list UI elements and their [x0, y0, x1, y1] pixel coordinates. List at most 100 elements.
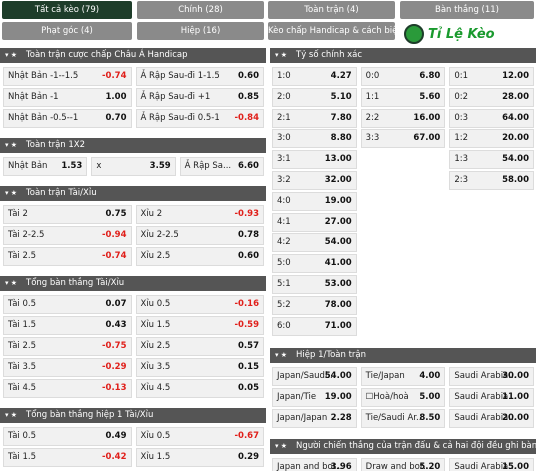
odds-cell[interactable]: Ả Rập Sau-đi 0.5-1 -0.84 — [135, 109, 264, 128]
odds-value: 0.05 — [238, 383, 259, 393]
odds-cell[interactable]: Saudi Arabia... 30.00 — [449, 366, 534, 386]
odds-cell[interactable]: Xỉu 4.5 0.05 — [135, 379, 264, 398]
odds-label: Tài 0.5 — [8, 299, 36, 309]
odds-cell[interactable]: 1:0 4.27 — [272, 67, 357, 86]
odds-cell[interactable]: 4:2 54.00 — [272, 233, 357, 253]
odds-cell[interactable]: Tài 2.5 -0.75 — [3, 337, 132, 356]
section-header[interactable]: Tổng bàn thắng Tài/Xỉu — [0, 276, 266, 291]
odds-cell[interactable]: 0:0 6.80 — [360, 67, 446, 86]
odds-cell[interactable]: 0:3 64.00 — [449, 108, 534, 128]
odds-cell[interactable]: Ả Rập Sa... 6.60 — [179, 157, 264, 176]
tab[interactable]: Bàn thắng (11) — [400, 1, 534, 19]
tab[interactable]: Phạt góc (4) — [2, 22, 132, 40]
tab[interactable]: Hiệp (16) — [137, 22, 264, 40]
odds-value: 1.53 — [61, 161, 83, 171]
odds-cell[interactable]: Nhật Bản -1--1.5 -0.74 — [3, 67, 132, 86]
tab[interactable]: Kèo chấp Handicap & cách biệt (3) — [268, 22, 395, 40]
odds-cell[interactable]: 4:1 27.00 — [272, 212, 357, 232]
odds-cell[interactable]: 2:2 16.00 — [360, 108, 446, 128]
odds-cell[interactable]: Tài 0.5 0.07 — [3, 295, 132, 314]
odds-value: 0.43 — [105, 320, 127, 330]
odds-cell[interactable]: 4:0 19.00 — [272, 191, 357, 211]
odds-cell[interactable]: Japan/Saudi... 54.00 — [272, 366, 357, 386]
odds-cell[interactable]: 2:1 7.80 — [272, 108, 357, 128]
odds-cell[interactable]: 3:3 67.00 — [360, 129, 446, 149]
odds-cell[interactable]: Xỉu 3.5 0.15 — [135, 358, 264, 377]
odds-cell[interactable]: Xỉu 2.5 0.57 — [135, 337, 264, 356]
odds-value: 0.07 — [105, 299, 127, 309]
odds-label: Tài 4.5 — [8, 383, 36, 393]
odds-cell[interactable]: ☐Hoà/hoà 5.00 — [360, 387, 446, 407]
odds-cell[interactable]: Tài 2 0.75 — [3, 205, 132, 224]
odds-value: -0.74 — [102, 71, 127, 81]
odds-value: -0.93 — [234, 209, 260, 219]
odds-cell[interactable]: 2:0 5.10 — [272, 87, 357, 107]
odds-label: Tài 2.5 — [8, 341, 36, 351]
odds-cell[interactable]: Japan/Tie 19.00 — [272, 387, 357, 407]
odds-cell[interactable]: Nhật Bản -0.5--1 0.70 — [3, 109, 132, 128]
odds-cell[interactable]: Ả Rập Sau-đi +1 0.85 — [135, 88, 264, 107]
odds-cell[interactable]: Draw and bot... 5.20 — [360, 457, 446, 471]
odds-cell[interactable]: Tie/Japan 4.00 — [360, 366, 446, 386]
odds-value: 5.60 — [419, 91, 441, 102]
odds-cell[interactable]: 2:3 58.00 — [449, 171, 534, 190]
odds-value: 6.80 — [419, 71, 441, 81]
odds-value: 8.80 — [330, 133, 352, 144]
odds-value: 58.00 — [502, 175, 529, 185]
odds-cell[interactable]: x 3.59 — [91, 157, 176, 176]
odds-cell[interactable]: 5:1 53.00 — [272, 275, 357, 294]
odds-cell[interactable]: 3:1 13.00 — [272, 150, 357, 170]
section-header[interactable]: Người chiến thắng của trận đấu & cả hai … — [270, 438, 536, 454]
odds-cell[interactable]: Xỉu 2.5 0.60 — [135, 247, 264, 266]
odds-cell[interactable]: 0:1 12.00 — [449, 67, 534, 86]
odds-value: 7.80 — [330, 112, 352, 123]
odds-cell[interactable]: Tài 3.5 -0.29 — [3, 358, 132, 377]
odds-cell[interactable]: Tài 2.5 -0.74 — [3, 247, 132, 266]
odds-cell[interactable]: Nhật Bản 1.53 — [3, 157, 88, 176]
odds-value: 16.00 — [413, 112, 441, 123]
section-header[interactable]: Tổng bàn thắng hiệp 1 Tài/Xỉu — [0, 408, 266, 423]
odds-cell[interactable]: Xỉu 0.5 -0.67 — [135, 427, 264, 446]
odds-cell[interactable]: 1:1 5.60 — [360, 87, 446, 107]
odds-cell[interactable]: Tài 2-2.5 -0.94 — [3, 226, 132, 245]
odds-cell[interactable]: Xỉu 2 -0.93 — [135, 205, 264, 224]
odds-cell[interactable]: 3:0 8.80 — [272, 129, 357, 149]
odds-cell[interactable]: 1:3 54.00 — [449, 150, 534, 170]
section-header[interactable]: Hiệp 1/Toàn trận — [270, 347, 536, 363]
tab[interactable]: Tất cả kèo (79) — [2, 1, 132, 19]
odds-cell[interactable]: Saudi Arabia... 20.00 — [449, 408, 534, 428]
odds-value: 54.00 — [324, 237, 352, 248]
odds-cell[interactable]: Tài 4.5 -0.13 — [3, 379, 132, 398]
tab[interactable]: Chính (28) — [137, 1, 264, 19]
odds-cell[interactable]: 0:2 28.00 — [449, 87, 534, 107]
odds-cell[interactable]: Xỉu 2-2.5 0.78 — [135, 226, 264, 245]
odds-cell[interactable]: Saudi Arabia... 15.00 — [449, 457, 534, 471]
odds-cell[interactable]: 1:2 20.00 — [449, 129, 534, 149]
odds-cell[interactable]: 5:2 78.00 — [272, 295, 357, 315]
section-header[interactable]: Toàn trận Tài/Xỉu — [0, 186, 266, 201]
odds-cell[interactable]: Tài 1.5 -0.42 — [3, 448, 132, 467]
odds-cell[interactable]: Ả Rập Sau-đi 1-1.5 0.60 — [135, 67, 264, 86]
section-header[interactable]: Tỷ số chính xác — [270, 48, 536, 63]
odds-cell[interactable]: Xỉu 1.5 0.29 — [135, 448, 264, 467]
odds-cell[interactable]: Nhật Bản -1 1.00 — [3, 88, 132, 107]
odds-cell[interactable]: 5:0 41.00 — [272, 254, 357, 274]
section-header[interactable]: Toàn trận cược chấp Châu Á Handicap — [0, 48, 266, 63]
odds-cell[interactable]: Xỉu 0.5 -0.16 — [135, 295, 264, 314]
odds-label: 4:2 — [277, 237, 291, 248]
odds-cell[interactable]: Japan/Japan 2.28 — [272, 408, 357, 428]
odds-label: 6:0 — [277, 320, 291, 331]
odds-cell[interactable]: Tài 1.5 0.43 — [3, 316, 132, 335]
odds-cell[interactable]: Saudi Arabia... 11.00 — [449, 387, 534, 407]
odds-label: Nhật Bản -1 — [8, 92, 59, 102]
odds-cell[interactable]: 6:0 71.00 — [272, 316, 357, 336]
odds-cell[interactable]: 3:2 32.00 — [272, 171, 357, 190]
odds-label: Tài 2 — [8, 209, 28, 219]
odds-cell[interactable]: Tài 0.5 0.49 — [3, 427, 132, 446]
odds-cell[interactable]: Xỉu 1.5 -0.59 — [135, 316, 264, 335]
odds-cell[interactable]: Tie/Saudi Ar... 8.50 — [360, 408, 446, 428]
odds-cell[interactable]: Japan and bot... 3.96 — [272, 457, 357, 471]
section-header[interactable]: Toàn trận 1X2 — [0, 138, 266, 153]
odds-label: 0:1 — [454, 71, 469, 81]
tab[interactable]: Toàn trận (4) — [268, 1, 395, 19]
